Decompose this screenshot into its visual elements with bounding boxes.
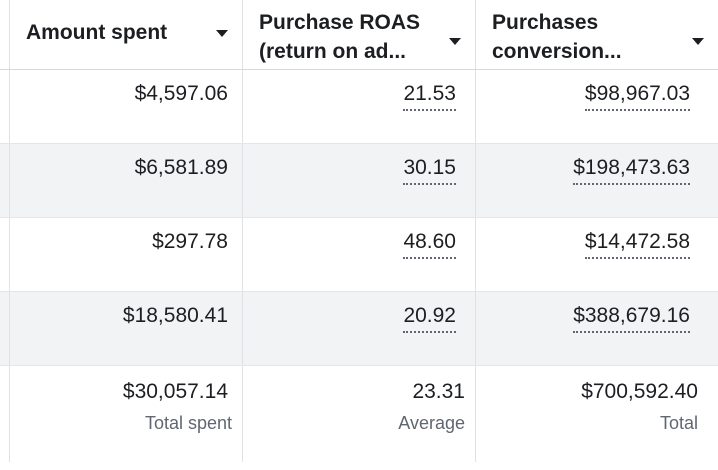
purchase-roas-value[interactable]: 48.60 — [403, 228, 456, 259]
purchase-roas-value[interactable]: 21.53 — [403, 80, 456, 111]
column-header-label: Amount spent — [26, 21, 168, 44]
total-amount-spent-caption: Total spent — [144, 413, 232, 433]
purchase-roas-value[interactable]: 20.92 — [403, 302, 456, 333]
leading-column-edge — [0, 218, 10, 291]
purchases-conversion-cell: $198,473.63 — [476, 144, 718, 217]
leading-column-edge — [0, 292, 10, 365]
total-conversion-value: $700,592.40 — [581, 380, 698, 403]
table-row: $6,581.89 30.15 $198,473.63 — [0, 144, 718, 218]
purchases-conversion-cell: $388,679.16 — [476, 292, 718, 365]
leading-column-edge — [0, 144, 10, 217]
caret-down-icon[interactable] — [449, 38, 461, 45]
leading-column-edge — [0, 70, 10, 143]
column-header-label: Purchases conversion... — [492, 11, 622, 63]
total-conversion-cell: $700,592.40 Total — [476, 366, 718, 462]
average-roas-caption: Average — [398, 413, 465, 433]
amount-spent-cell: $6,581.89 — [10, 144, 243, 217]
purchases-conversion-cell: $98,967.03 — [476, 70, 718, 143]
amount-spent-cell: $18,580.41 — [10, 292, 243, 365]
totals-row: $30,057.14 Total spent 23.31 Average $70… — [0, 366, 718, 462]
caret-down-icon[interactable] — [692, 38, 704, 45]
amount-spent-value: $18,580.41 — [122, 304, 228, 327]
amount-spent-value: $297.78 — [152, 230, 228, 253]
purchase-roas-cell: 48.60 — [243, 218, 476, 291]
leading-column-edge — [0, 0, 10, 69]
amount-spent-value: $6,581.89 — [134, 156, 228, 179]
column-header-purchases-conversion[interactable]: Purchases conversion... — [476, 0, 718, 69]
amount-spent-value: $4,597.06 — [134, 82, 228, 105]
column-header-purchase-roas[interactable]: Purchase ROAS (return on ad... — [243, 0, 476, 69]
purchases-conversion-cell: $14,472.58 — [476, 218, 718, 291]
purchases-conversion-value[interactable]: $388,679.16 — [573, 302, 690, 333]
purchase-roas-cell: 30.15 — [243, 144, 476, 217]
column-header-amount-spent[interactable]: Amount spent — [10, 0, 243, 69]
table-row: $297.78 48.60 $14,472.58 — [0, 218, 718, 292]
total-amount-spent-cell: $30,057.14 Total spent — [10, 366, 243, 462]
average-roas-value: 23.31 — [412, 380, 465, 403]
total-amount-spent-value: $30,057.14 — [122, 380, 228, 403]
purchases-conversion-value[interactable]: $98,967.03 — [584, 80, 690, 111]
purchase-roas-cell: 20.92 — [243, 292, 476, 365]
table-row: $18,580.41 20.92 $388,679.16 — [0, 292, 718, 366]
amount-spent-cell: $4,597.06 — [10, 70, 243, 143]
amount-spent-cell: $297.78 — [10, 218, 243, 291]
purchases-conversion-value[interactable]: $14,472.58 — [584, 228, 690, 259]
column-header-label: Purchase ROAS (return on ad... — [259, 11, 421, 63]
table-header: Amount spent Purchase ROAS (return on ad… — [0, 0, 718, 70]
purchases-conversion-value[interactable]: $198,473.63 — [573, 154, 690, 185]
average-roas-cell: 23.31 Average — [243, 366, 476, 462]
purchase-roas-value[interactable]: 30.15 — [403, 154, 456, 185]
leading-column-edge — [0, 366, 10, 462]
caret-down-icon[interactable] — [216, 30, 228, 37]
table-row: $4,597.06 21.53 $98,967.03 — [0, 70, 718, 144]
purchase-roas-cell: 21.53 — [243, 70, 476, 143]
total-conversion-caption: Total — [659, 413, 698, 433]
